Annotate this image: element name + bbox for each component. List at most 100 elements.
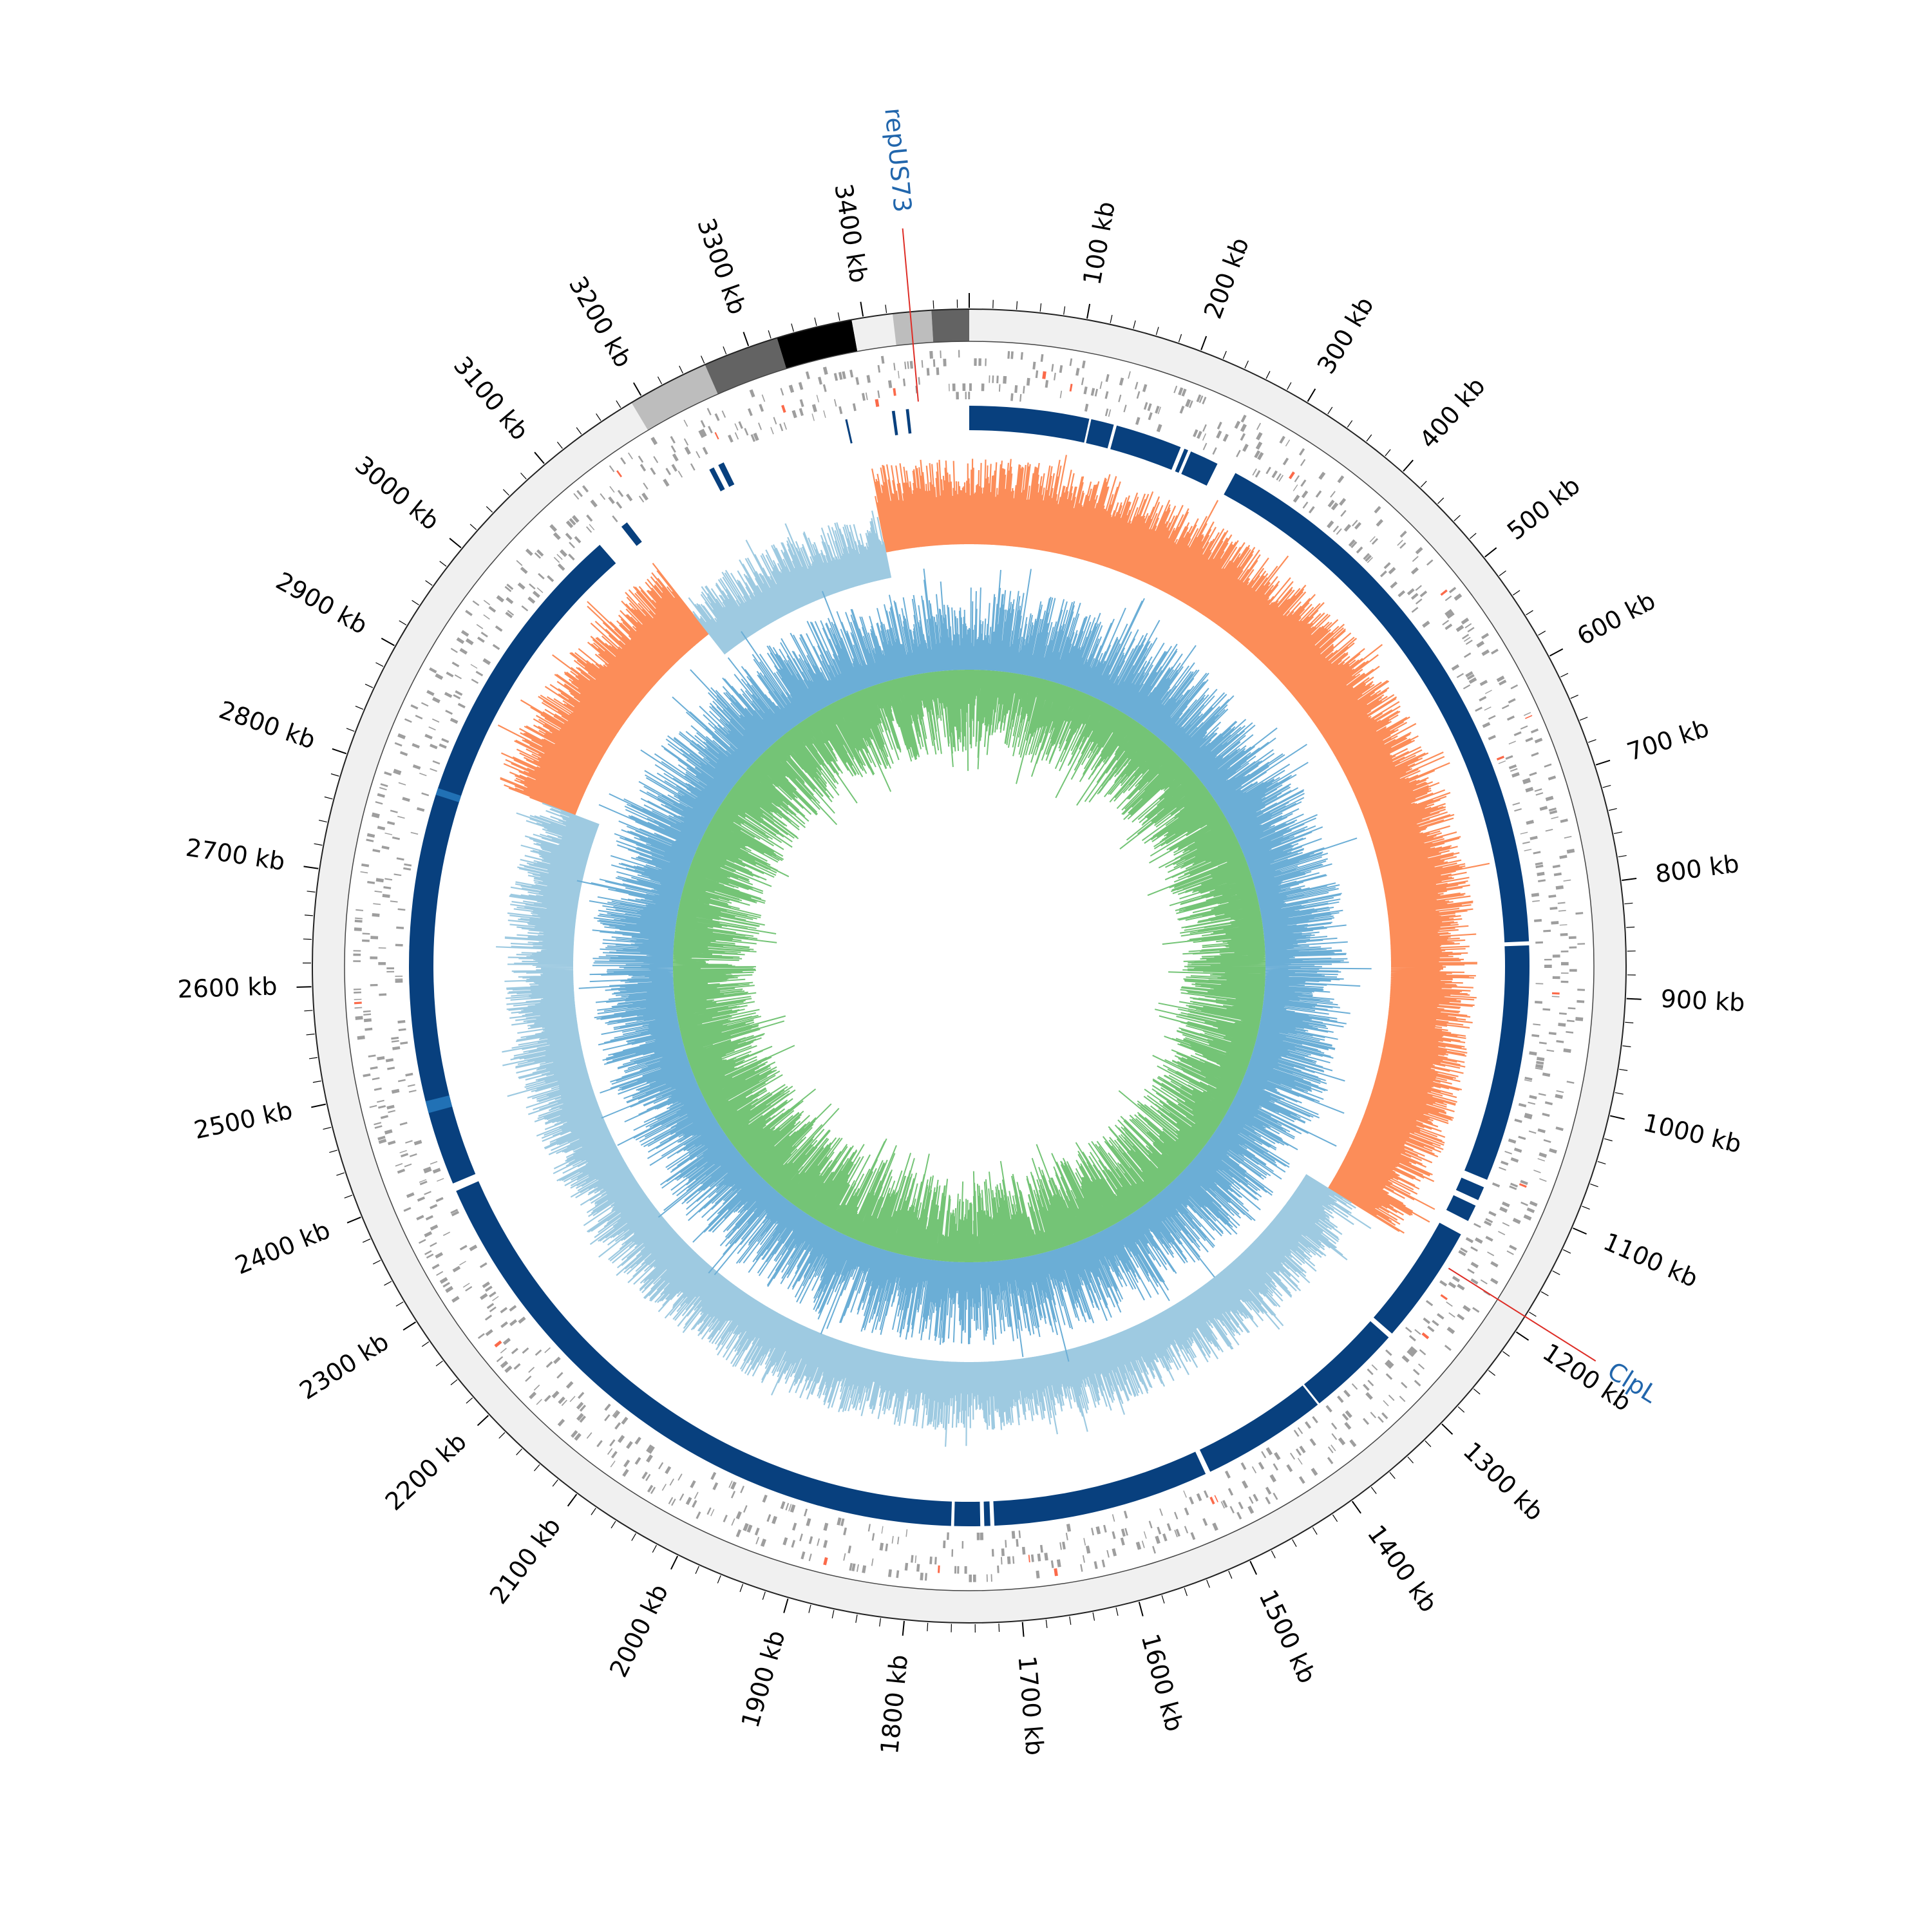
gene-feature xyxy=(391,1036,399,1040)
gene-feature xyxy=(734,432,739,440)
gene-feature xyxy=(1090,388,1095,396)
gene-feature xyxy=(1485,1218,1493,1224)
gene-feature xyxy=(1464,623,1472,629)
gene-feature xyxy=(1274,1452,1281,1461)
gene-feature xyxy=(1461,618,1470,625)
gene-feature xyxy=(1455,625,1464,632)
alignment-segment xyxy=(1446,1195,1476,1222)
gene-feature xyxy=(425,1215,433,1221)
gene-feature xyxy=(1330,491,1336,498)
annotation-label: repUS73 xyxy=(879,107,916,214)
minor-tick xyxy=(762,1591,766,1600)
gene-feature xyxy=(617,489,624,497)
gene-feature xyxy=(1508,698,1516,704)
gene-feature xyxy=(445,710,453,715)
alignment-segment xyxy=(718,462,735,488)
gene-feature xyxy=(469,1244,478,1251)
gene-feature xyxy=(1273,1492,1278,1501)
tick-label: 2700 kb xyxy=(184,833,287,876)
gene-feature xyxy=(450,647,458,653)
major-tick xyxy=(670,1555,679,1570)
gene-feature xyxy=(1498,760,1506,764)
gene-feature xyxy=(888,380,893,388)
tick-label: 2300 kb xyxy=(294,1327,393,1405)
gene-feature xyxy=(1331,1433,1338,1441)
gene-feature xyxy=(1297,1427,1303,1434)
gene-feature xyxy=(1552,864,1560,869)
gene-feature xyxy=(668,1497,674,1504)
minor-tick xyxy=(1457,1406,1465,1413)
gene-feature xyxy=(1352,520,1358,527)
gene-feature xyxy=(1452,1276,1461,1283)
gene-feature xyxy=(1535,864,1544,869)
gene-feature xyxy=(482,1281,490,1289)
gene-feature xyxy=(1557,902,1566,904)
gene-feature xyxy=(969,1574,972,1582)
gene-feature xyxy=(1412,1368,1420,1376)
annotation-line xyxy=(902,228,919,402)
minor-tick xyxy=(739,1584,744,1593)
gene-feature xyxy=(753,432,759,441)
gene-feature xyxy=(823,1522,829,1531)
gene-feature xyxy=(395,978,403,980)
gene-feature xyxy=(1222,1500,1228,1508)
highlight-feature xyxy=(494,1340,502,1348)
gene-feature xyxy=(1367,1368,1374,1376)
gene-feature xyxy=(1499,1206,1508,1213)
gene-feature xyxy=(576,1401,584,1410)
major-tick xyxy=(449,538,462,549)
minor-tick xyxy=(330,773,339,777)
gene-feature xyxy=(1294,475,1300,482)
gene-feature xyxy=(1327,499,1335,507)
gene-feature xyxy=(390,900,398,903)
gene-feature xyxy=(1479,679,1488,687)
gene-feature xyxy=(362,939,370,942)
gene-feature xyxy=(374,1122,382,1126)
gene-feature xyxy=(1363,1417,1370,1425)
gene-feature xyxy=(881,1526,884,1534)
minor-tick xyxy=(534,1464,540,1472)
gene-feature xyxy=(1410,592,1419,600)
gene-feature xyxy=(647,1484,654,1493)
minor-tick xyxy=(323,1126,332,1130)
major-tick xyxy=(1484,547,1497,558)
gene-feature xyxy=(372,849,381,853)
minor-tick xyxy=(1473,1388,1481,1395)
gene-feature xyxy=(891,1536,894,1544)
alignment-segment xyxy=(845,419,853,444)
gene-feature xyxy=(1538,1093,1546,1096)
gene-feature xyxy=(1227,1488,1234,1496)
gene-feature xyxy=(896,1570,900,1578)
gene-feature xyxy=(371,813,380,819)
gene-feature xyxy=(1465,671,1473,677)
gene-feature xyxy=(1240,423,1247,432)
gene-feature xyxy=(386,971,395,972)
gene-feature xyxy=(1531,893,1540,897)
gene-feature xyxy=(363,1018,372,1023)
gene-feature xyxy=(1426,559,1434,566)
gene-feature xyxy=(634,1457,641,1465)
gene-feature xyxy=(1526,1207,1535,1213)
gene-feature xyxy=(1105,374,1110,383)
minor-tick xyxy=(1292,1539,1297,1548)
highlight-feature xyxy=(616,470,623,478)
gene-feature xyxy=(405,1072,413,1077)
gene-feature xyxy=(951,1549,954,1557)
gene-feature xyxy=(1520,1180,1528,1186)
gene-feature xyxy=(1551,921,1559,925)
gene-feature xyxy=(372,1077,380,1081)
gene-feature xyxy=(1399,530,1407,538)
gene-feature xyxy=(600,493,606,500)
gene-feature xyxy=(365,1027,373,1031)
gene-feature xyxy=(1456,673,1464,678)
gene-feature xyxy=(620,457,627,465)
major-tick xyxy=(860,301,864,317)
gene-feature xyxy=(360,871,368,874)
gene-feature xyxy=(755,1537,760,1545)
major-tick xyxy=(1403,459,1414,472)
minor-tick xyxy=(596,413,601,421)
gene-feature xyxy=(607,1448,613,1455)
gene-feature xyxy=(1555,1094,1563,1099)
gene-feature xyxy=(1484,690,1492,694)
gene-feature xyxy=(623,1459,630,1468)
